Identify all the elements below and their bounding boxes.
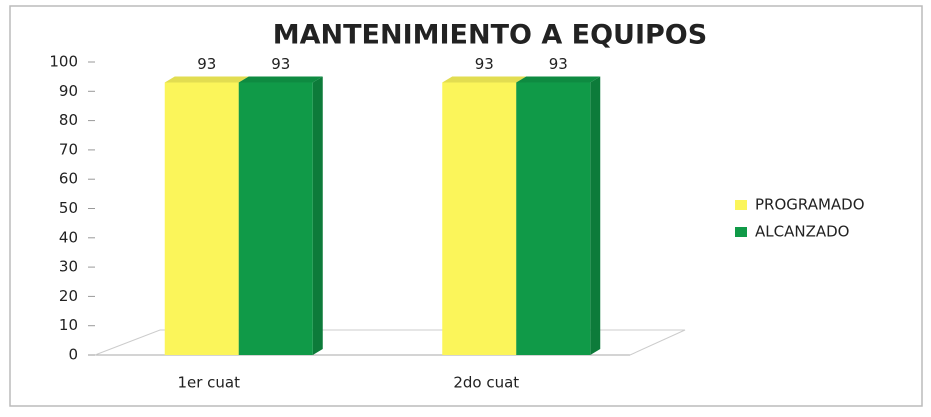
- bar-side: [590, 76, 601, 355]
- x-tick-label: 1er cuat: [177, 374, 240, 392]
- y-tick-label: 10: [59, 316, 78, 334]
- chart-title: MANTENIMIENTO A EQUIPOS: [273, 20, 707, 51]
- bar-side: [312, 76, 323, 355]
- bar-top: [238, 76, 323, 83]
- y-tick-label: 100: [49, 53, 78, 71]
- y-tick-label: 80: [59, 111, 78, 129]
- y-tick-label: 40: [59, 228, 78, 246]
- y-tick-label: 60: [59, 170, 78, 188]
- bar: [516, 82, 591, 355]
- legend-swatch: [735, 200, 747, 210]
- y-tick-label: 90: [59, 82, 78, 100]
- bar-top: [164, 76, 249, 83]
- y-tick-label: 50: [59, 199, 78, 217]
- bar-top: [442, 76, 527, 83]
- y-tick-label: 0: [68, 346, 78, 364]
- bar: [238, 82, 313, 355]
- legend-label: ALCANZADO: [755, 223, 849, 241]
- y-tick-label: 30: [59, 258, 78, 276]
- y-tick-label: 20: [59, 287, 78, 305]
- x-tick-label: 2do cuat: [453, 374, 519, 392]
- legend-swatch: [735, 227, 747, 237]
- data-label: 93: [475, 55, 494, 73]
- data-label: 93: [549, 55, 568, 73]
- legend-label: PROGRAMADO: [755, 196, 865, 214]
- data-label: 93: [197, 55, 216, 73]
- data-label: 93: [271, 55, 290, 73]
- y-tick-label: 70: [59, 140, 78, 158]
- bar: [442, 82, 517, 355]
- bar-top: [516, 76, 601, 83]
- floor: [94, 329, 686, 356]
- bar: [164, 82, 239, 355]
